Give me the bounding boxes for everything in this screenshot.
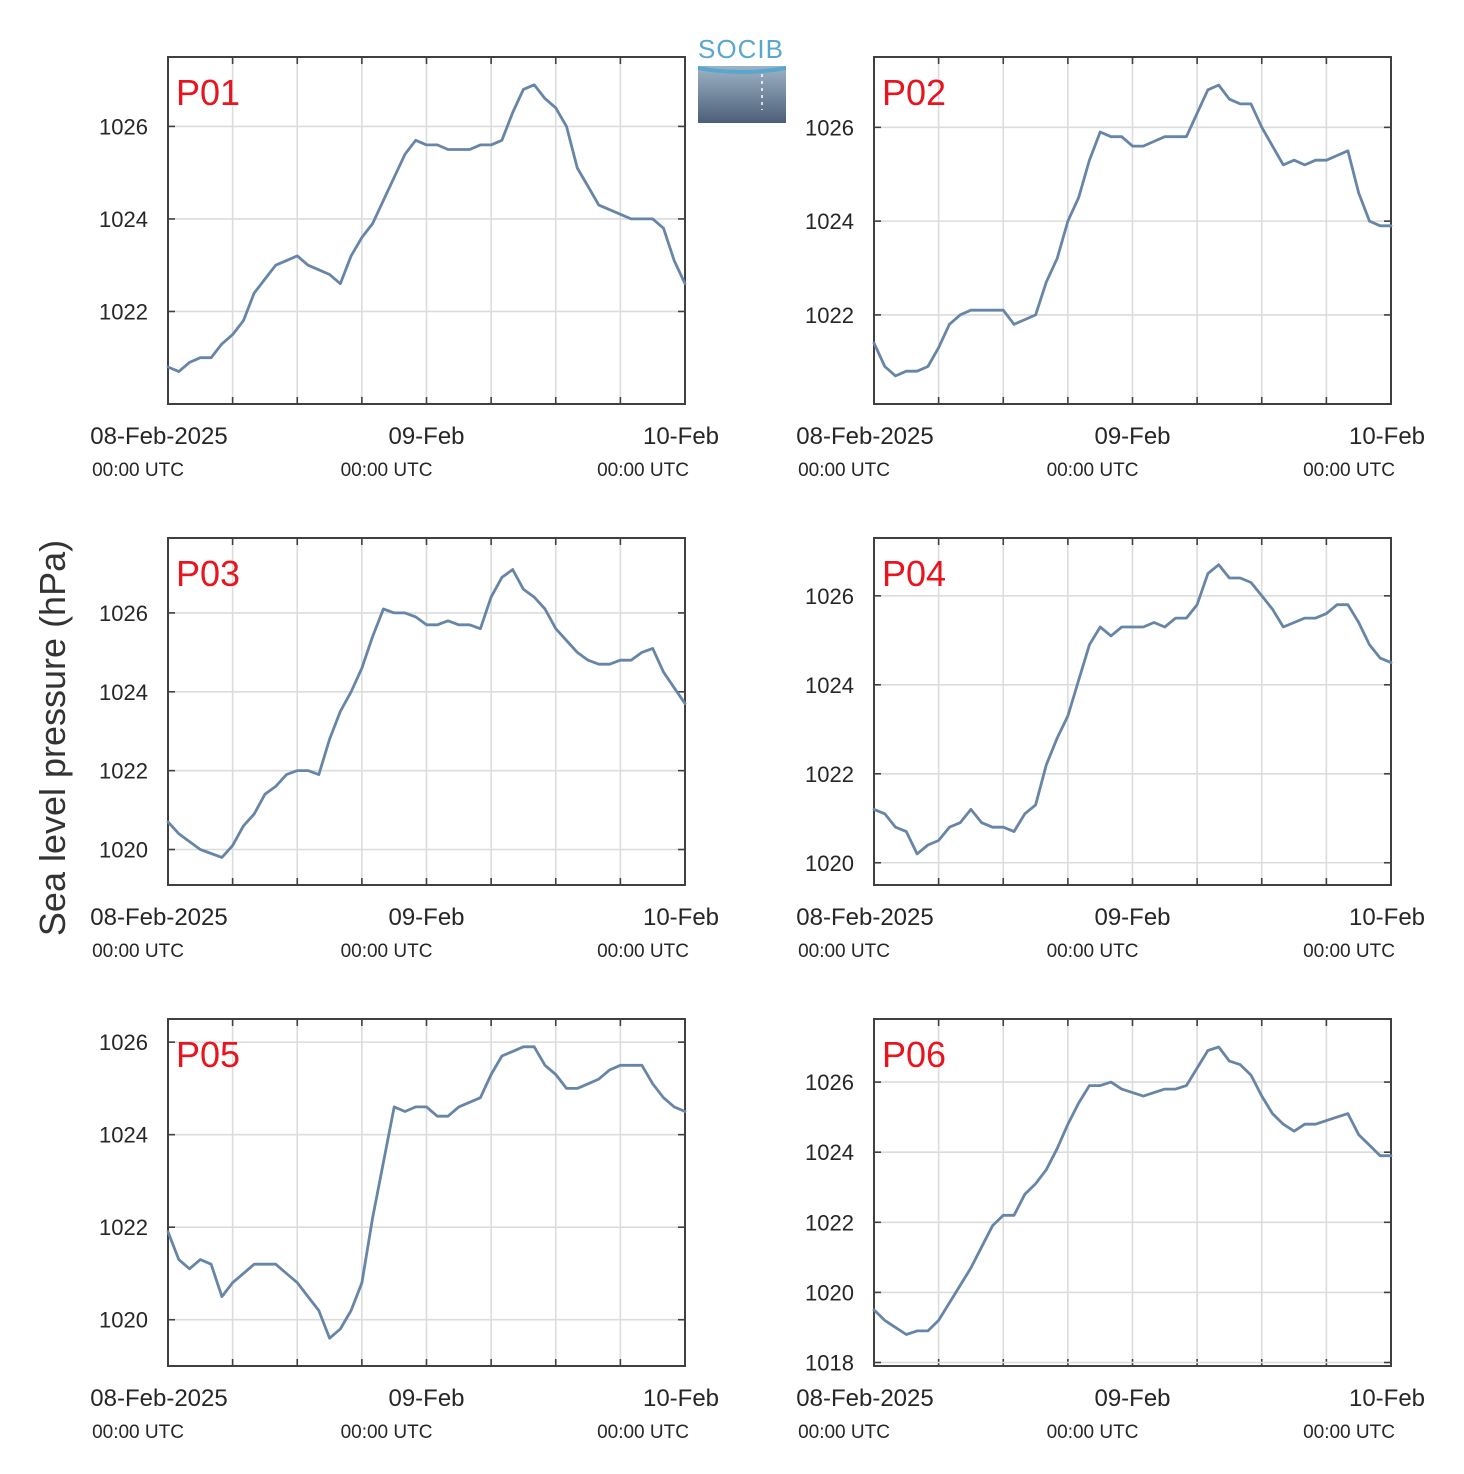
y-tick-label: 1020 [805, 851, 854, 876]
y-tick-label: 1026 [99, 1030, 148, 1055]
plot-frame [873, 1018, 1392, 1367]
chart-panel-p01: 1022 1024 1026 P01 08-Feb-2025 00:00 UTC 09-Fe… [90, 56, 719, 481]
x-tick-date-label: 08-Feb-2025 [90, 904, 227, 931]
socib-logo: SOCIB [698, 34, 786, 123]
x-tick-date-label: 08-Feb-2025 [90, 1385, 227, 1412]
x-tick-time-label: 00:00 UTC [1047, 941, 1139, 962]
pressure-series-line [872, 1045, 1393, 1336]
x-tick-date-label: 09-Feb [388, 423, 464, 450]
chart-panel-p04: 1020 1022 1024 1026 P04 08-Feb-2025 00:00 UTC 0… [796, 537, 1425, 962]
y-tick-label: 1024 [99, 1123, 148, 1148]
panel-label: P04 [882, 553, 946, 594]
pressure-series-line [166, 568, 687, 859]
x-tick-date-label: 08-Feb-2025 [90, 423, 227, 450]
x-tick-time-label: 00:00 UTC [92, 460, 184, 481]
y-tick-label: 1022 [805, 1210, 854, 1235]
x-tick-date-label: 10-Feb [1349, 423, 1425, 450]
pressure-series-line [872, 563, 1393, 856]
pressure-series-line [166, 1045, 687, 1340]
plot-frame [167, 537, 686, 886]
y-tick-label: 1026 [99, 601, 148, 626]
x-tick-date-label: 10-Feb [1349, 904, 1425, 931]
x-tick-date-label: 10-Feb [643, 1385, 719, 1412]
panel-label: P05 [176, 1034, 240, 1075]
y-tick-label: 1026 [805, 115, 854, 140]
plot-frame [873, 537, 1392, 886]
chart-panel-p06: 1018 1020 1022 1024 1026 P06 08-Feb-2025 00:00 … [796, 1018, 1425, 1443]
logo-text: SOCIB [698, 34, 784, 64]
panel-label: P01 [176, 72, 240, 113]
x-tick-time-label: 00:00 UTC [1303, 941, 1395, 962]
y-tick-label: 1022 [805, 303, 854, 328]
x-tick-date-label: 09-Feb [1094, 1385, 1170, 1412]
x-tick-time-label: 00:00 UTC [92, 1422, 184, 1443]
plot-frame [167, 56, 686, 405]
y-tick-label: 1020 [99, 1308, 148, 1333]
plot-frame [873, 56, 1392, 405]
y-tick-label: 1024 [99, 680, 148, 705]
x-tick-time-label: 00:00 UTC [798, 1422, 890, 1443]
x-tick-time-label: 00:00 UTC [1047, 1422, 1139, 1443]
x-tick-date-label: 08-Feb-2025 [796, 1385, 933, 1412]
y-tick-label: 1022 [99, 299, 148, 324]
pressure-series-line [166, 83, 687, 374]
x-tick-date-label: 08-Feb-2025 [796, 423, 933, 450]
y-tick-label: 1018 [805, 1350, 854, 1375]
y-tick-label: 1022 [99, 759, 148, 784]
x-tick-date-label: 09-Feb [388, 1385, 464, 1412]
y-tick-label: 1024 [805, 673, 854, 698]
x-tick-time-label: 00:00 UTC [1047, 460, 1139, 481]
x-tick-time-label: 00:00 UTC [597, 941, 689, 962]
x-tick-time-label: 00:00 UTC [341, 1422, 433, 1443]
x-tick-date-label: 08-Feb-2025 [796, 904, 933, 931]
plot-frame [167, 1018, 686, 1367]
pressure-series-line [872, 83, 1393, 378]
y-tick-label: 1026 [805, 584, 854, 609]
panel-label: P02 [882, 72, 946, 113]
panel-label: P06 [882, 1034, 946, 1075]
x-tick-date-label: 09-Feb [1094, 904, 1170, 931]
x-tick-time-label: 00:00 UTC [597, 460, 689, 481]
x-tick-time-label: 00:00 UTC [798, 460, 890, 481]
panel-label: P03 [176, 553, 240, 594]
y-tick-label: 1026 [99, 114, 148, 139]
x-tick-date-label: 10-Feb [643, 904, 719, 931]
x-tick-date-label: 09-Feb [388, 904, 464, 931]
chart-panel-p02: 1022 1024 1026 P02 08-Feb-2025 00:00 UTC 09-Fe… [796, 56, 1425, 481]
x-tick-date-label: 09-Feb [1094, 423, 1170, 450]
y-tick-label: 1020 [99, 838, 148, 863]
y-tick-label: 1024 [805, 209, 854, 234]
y-axis-label: Sea level pressure (hPa) [32, 540, 73, 936]
chart-panel-p05: 1020 1022 1024 1026 P05 08-Feb-2025 00:00 UTC 0… [90, 1018, 719, 1443]
y-tick-label: 1024 [805, 1140, 854, 1165]
x-tick-time-label: 00:00 UTC [1303, 460, 1395, 481]
x-tick-date-label: 10-Feb [643, 423, 719, 450]
x-tick-time-label: 00:00 UTC [798, 941, 890, 962]
x-tick-date-label: 10-Feb [1349, 1385, 1425, 1412]
x-tick-time-label: 00:00 UTC [92, 941, 184, 962]
y-tick-label: 1020 [805, 1280, 854, 1305]
y-tick-label: 1022 [99, 1215, 148, 1240]
x-tick-time-label: 00:00 UTC [597, 1422, 689, 1443]
x-tick-time-label: 00:00 UTC [1303, 1422, 1395, 1443]
y-tick-label: 1022 [805, 762, 854, 787]
y-tick-label: 1024 [99, 207, 148, 232]
x-tick-time-label: 00:00 UTC [341, 460, 433, 481]
chart-panel-p03: 1020 1022 1024 1026 P03 08-Feb-2025 00:00 UTC 0… [90, 537, 719, 962]
y-tick-label: 1026 [805, 1070, 854, 1095]
x-tick-time-label: 00:00 UTC [341, 941, 433, 962]
